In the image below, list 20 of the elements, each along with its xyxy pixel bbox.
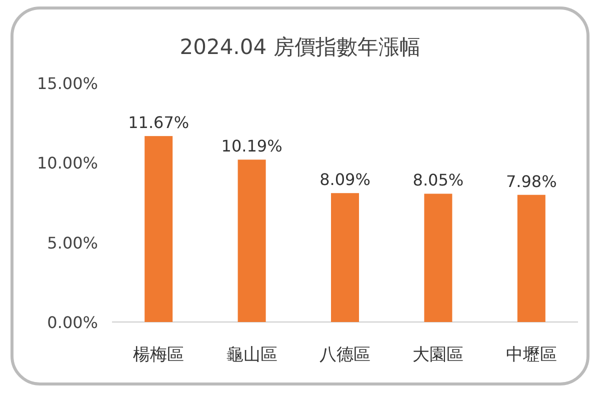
bar xyxy=(331,193,359,322)
data-label: 11.67% xyxy=(128,113,190,132)
bar xyxy=(238,160,266,322)
chart-title: 2024.04 房價指數年漲幅 xyxy=(180,35,420,59)
bar xyxy=(144,136,173,322)
y-tick-label: 5.00% xyxy=(47,233,98,252)
x-tick-label: 八德區 xyxy=(320,345,370,365)
x-tick-label: 楊梅區 xyxy=(133,345,184,365)
y-tick-label: 0.00% xyxy=(47,313,98,332)
x-tick-label: 龜山區 xyxy=(226,345,278,365)
bar xyxy=(424,194,452,322)
y-tick-label: 10.00% xyxy=(36,154,98,173)
data-label: 8.09% xyxy=(320,170,370,190)
bar xyxy=(517,194,546,322)
x-tick-label: 中壢區 xyxy=(506,345,557,365)
y-tick-label: 15.00% xyxy=(36,74,98,93)
x-tick-label: 大園區 xyxy=(412,345,464,365)
data-label: 7.98% xyxy=(506,172,557,191)
data-label: 10.19% xyxy=(221,136,282,156)
data-label: 8.05% xyxy=(412,170,464,190)
